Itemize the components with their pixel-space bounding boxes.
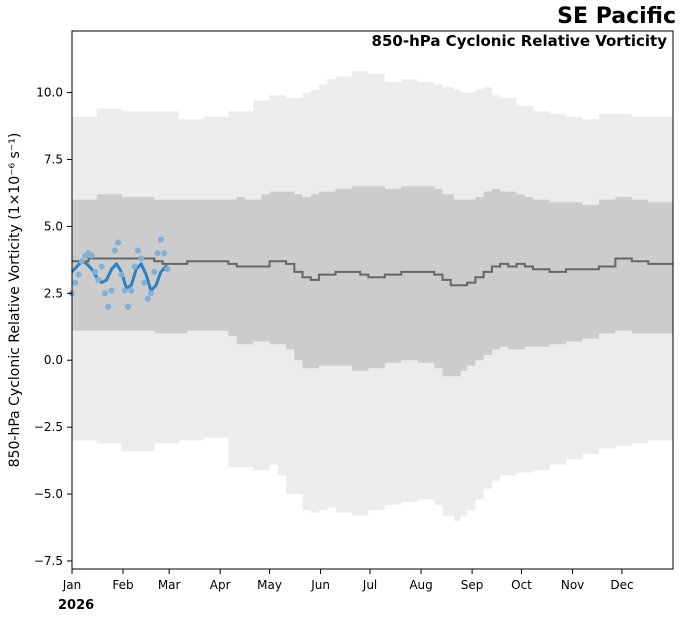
observed-point xyxy=(75,271,82,278)
observed-point xyxy=(138,255,145,262)
x-tick-label: Apr xyxy=(210,578,231,592)
inner-percentile-band xyxy=(72,186,673,377)
observed-point xyxy=(125,303,131,310)
observed-point xyxy=(108,287,115,294)
observed-point xyxy=(134,247,141,254)
observed-point xyxy=(131,263,138,270)
x-tick-label: Aug xyxy=(409,578,432,592)
x-tick-label: Jan xyxy=(62,578,82,592)
observed-point xyxy=(98,263,105,270)
observed-point xyxy=(92,268,99,275)
observed-point xyxy=(157,236,164,243)
y-tick-label: 0.0 xyxy=(44,353,63,367)
x-tick-label: Jul xyxy=(362,578,377,592)
points-layer xyxy=(69,236,171,310)
x-tick-label: Feb xyxy=(112,578,133,592)
climatology-line xyxy=(72,257,673,287)
observed-point xyxy=(141,279,148,286)
year-label: 2026 xyxy=(58,598,95,613)
plot-frame xyxy=(71,30,674,570)
chart-title: 850-hPa Cyclonic Relative Vorticity xyxy=(371,32,667,50)
observed-point xyxy=(151,268,158,275)
observed-point xyxy=(111,247,118,254)
y-tick-label: −2.5 xyxy=(34,420,63,434)
observed-point xyxy=(164,266,171,273)
observed-point xyxy=(161,250,168,257)
x-tick-label: Mar xyxy=(158,578,181,592)
y-tick-label: 10.0 xyxy=(36,86,63,100)
observed-point xyxy=(115,239,122,246)
x-tick-label: Jun xyxy=(310,578,330,592)
observed-point xyxy=(101,290,108,297)
y-tick-label: 5.0 xyxy=(44,219,63,233)
bands-layer xyxy=(72,71,673,521)
observed-point xyxy=(118,271,125,278)
x-tick-label: Oct xyxy=(511,578,532,592)
observed-point xyxy=(128,287,135,294)
observed-point xyxy=(88,252,95,259)
x-tick-label: Nov xyxy=(561,578,584,592)
region-title: SE Pacific xyxy=(557,4,676,29)
y-tick-label: −7.5 xyxy=(34,554,63,568)
x-tick-label: May xyxy=(257,578,282,592)
observed-point xyxy=(144,295,151,302)
x-tick-label: Dec xyxy=(610,578,633,592)
observed-point xyxy=(95,276,102,283)
observed-point xyxy=(121,287,128,294)
observed-point xyxy=(105,303,112,310)
observed-point xyxy=(148,290,154,297)
y-tick-label: 7.5 xyxy=(44,152,63,166)
observed-point xyxy=(72,279,79,286)
axes-layer: −7.5 −5.0 −2.5 0.0 2.5 5.0 7.5 10.0 Jan Feb Mar Apr… xyxy=(34,30,674,592)
observed-point xyxy=(154,250,161,257)
y-tick-label: 2.5 xyxy=(44,286,63,300)
x-tick-label: Sep xyxy=(461,578,484,592)
y-tick-label: −5.0 xyxy=(34,487,63,501)
observed-point xyxy=(78,258,85,265)
